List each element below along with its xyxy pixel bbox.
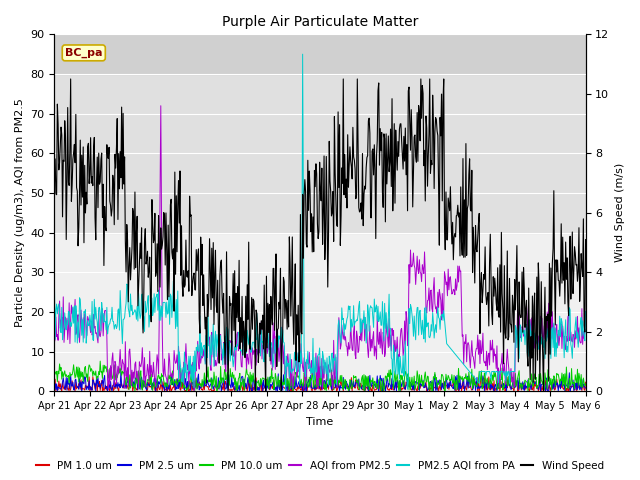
Text: BC_pa: BC_pa bbox=[65, 48, 102, 58]
Bar bbox=[54, 35, 586, 74]
Y-axis label: Wind Speed (m/s): Wind Speed (m/s) bbox=[615, 163, 625, 263]
Legend: PM 1.0 um, PM 2.5 um, PM 10.0 um, AQI from PM2.5, PM2.5 AQI from PA, Wind Speed: PM 1.0 um, PM 2.5 um, PM 10.0 um, AQI fr… bbox=[32, 456, 608, 475]
Bar bbox=[54, 233, 586, 391]
Y-axis label: Particle Density (ug/m3), AQI from PM2.5: Particle Density (ug/m3), AQI from PM2.5 bbox=[15, 98, 25, 327]
Title: Purple Air Particulate Matter: Purple Air Particulate Matter bbox=[222, 15, 418, 29]
Bar bbox=[54, 74, 586, 233]
X-axis label: Time: Time bbox=[307, 417, 333, 427]
